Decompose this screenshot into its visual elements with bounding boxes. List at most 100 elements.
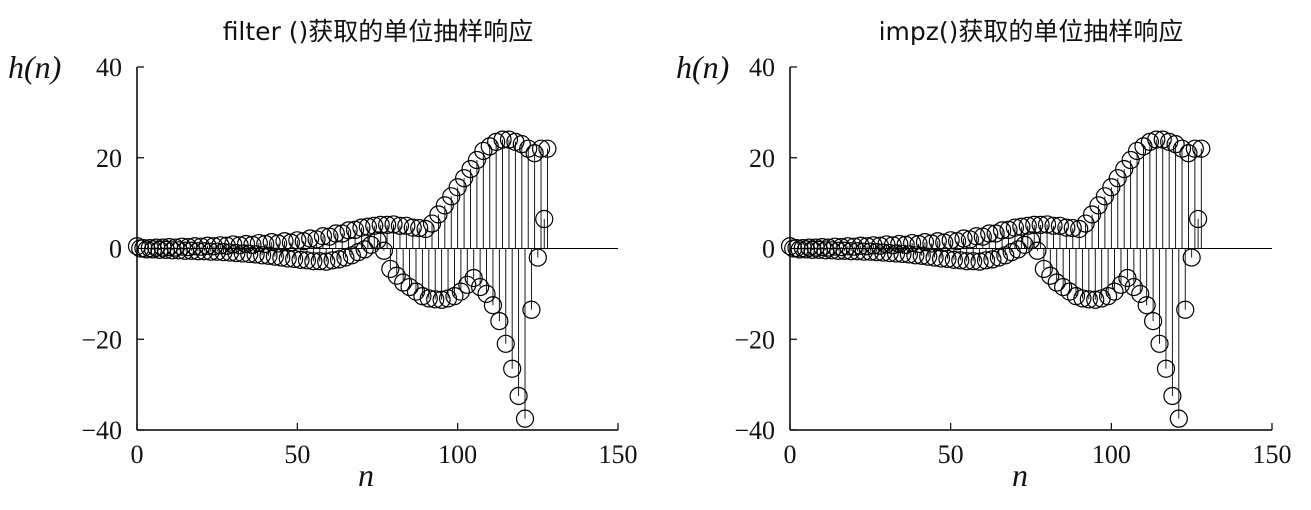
stem-marker [970,252,989,271]
stem-marker [496,334,515,353]
stem-marker [983,250,1002,269]
stem-marker [938,249,957,269]
stem-marker [390,216,410,235]
stem-marker [256,234,275,254]
stem-marker [1057,218,1076,237]
y-tick-label: 40 [749,53,775,82]
stem-marker [1009,240,1028,259]
stem-marker [1192,139,1211,158]
stem-marker [899,245,918,264]
stem-marker [790,240,809,259]
stem-marker [323,251,342,270]
stem-marker [1118,268,1137,288]
stem-marker [1041,266,1060,285]
stem-marker [1079,290,1098,309]
stem-marker [880,243,899,263]
stem-marker [967,227,986,246]
stem-marker [1163,386,1182,406]
stem-marker [467,150,487,170]
stem-marker [793,238,812,258]
stem-marker [313,227,333,246]
stem-marker [188,242,208,261]
stem-marker [784,239,803,258]
x-tick-label: 50 [284,440,310,469]
stem-marker [1047,273,1066,292]
stem-marker [519,139,538,158]
stem-marker [1105,282,1124,301]
stem-marker [1176,300,1195,319]
stem-marker [1089,196,1108,215]
stem-marker [1108,169,1127,188]
stem-marker [1031,215,1050,235]
plot-panel-1: filter ()获取的单位抽样响应 h(n) n 40 20 0 −20 −40 0 50 100… [8,17,638,493]
stem-marker [297,251,317,270]
stem-marker [1082,205,1102,224]
stem-marker [867,243,886,262]
stem-marker [288,231,307,250]
stem-marker [1028,241,1047,260]
stem-marker [445,287,464,306]
stem-marker [1137,296,1156,315]
stem-marker [528,248,547,267]
stem-marker [890,234,909,254]
stem-marker [326,224,345,243]
y-tick-label: −20 [734,325,775,354]
stem-marker [515,409,535,428]
stem-marker [490,312,509,331]
stem-marker [259,246,278,265]
stem-marker [310,252,329,271]
stem-marker [980,224,999,243]
stem-marker [378,215,397,235]
stem-marker [227,243,246,263]
stem-marker [410,218,429,238]
stem-marker [163,241,182,260]
stem-marker [915,233,935,252]
x-tick-label: 100 [438,440,477,469]
x-tick-label: 150 [599,440,638,469]
stem-marker [131,239,150,258]
stem-marker [474,141,493,161]
stem-marker [829,241,848,260]
x-axis-label: n [358,457,374,493]
x-tick-label: 50 [938,440,964,469]
stem-marker [964,252,983,271]
stem-marker [361,235,381,254]
stem-marker [304,252,323,271]
y-tick-label: −40 [734,416,775,445]
stem-marker [1025,215,1044,235]
stem-marker [176,241,195,260]
stem-marker [1015,235,1034,254]
stem-marker [432,290,451,309]
stem-marker [522,300,541,319]
stem-series-1 [127,130,557,258]
stem-marker [1188,209,1208,229]
y-tick-label: 40 [96,53,122,82]
stem-marker [1115,159,1134,179]
stem-marker [874,243,893,262]
stem-marker [137,240,156,259]
stem-marker [339,221,358,240]
stem-marker [301,229,320,248]
stem-marker [1099,287,1118,306]
stem-marker [1034,259,1053,279]
x-tick-label: 0 [784,440,797,469]
stem-marker [1185,139,1204,158]
stem-marker [877,235,896,254]
stem-marker [1166,135,1185,154]
stem-marker [471,277,490,297]
stem-marker [265,247,284,266]
stem-marker [246,245,265,264]
stem-marker [1147,130,1166,149]
stem-marker [182,241,201,260]
stem-marker [208,242,227,261]
stem-marker [403,218,422,237]
stem-marker [422,214,442,233]
stem-marker [419,289,438,308]
stem-marker [387,266,406,285]
stem-marker [1111,275,1131,294]
stem-marker [317,252,336,271]
stem-marker [944,250,963,269]
stem-marker [854,242,874,261]
stem-marker [394,273,413,292]
stem-marker [525,144,544,163]
